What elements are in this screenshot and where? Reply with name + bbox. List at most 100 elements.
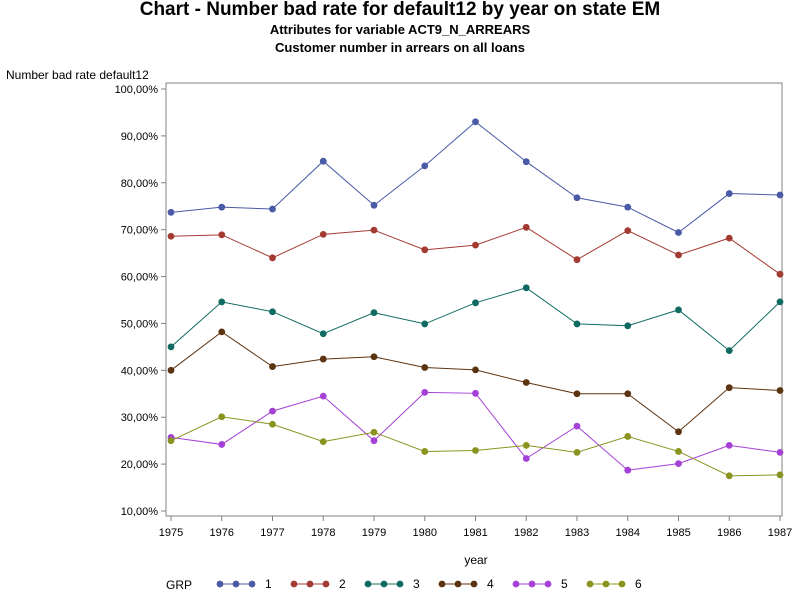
legend-marker bbox=[438, 580, 446, 588]
data-point bbox=[421, 448, 429, 455]
data-point bbox=[370, 201, 378, 209]
data-point bbox=[370, 428, 378, 436]
series-line bbox=[170, 391, 781, 471]
x-tick-label: 1982 bbox=[514, 527, 538, 539]
data-point bbox=[725, 441, 733, 449]
legend-marker bbox=[364, 580, 372, 588]
legend-marker bbox=[290, 580, 298, 588]
x-tick-label: 1985 bbox=[666, 527, 690, 539]
data-point bbox=[472, 299, 479, 307]
data-point bbox=[269, 407, 276, 415]
legend-marker bbox=[470, 580, 478, 588]
x-tick-label: 1975 bbox=[159, 527, 183, 539]
y-tick-label: 90,00% bbox=[121, 131, 159, 143]
series-3 bbox=[167, 284, 784, 355]
data-point bbox=[370, 226, 378, 234]
y-tick-label: 80,00% bbox=[121, 178, 159, 190]
data-point bbox=[675, 460, 682, 468]
y-tick-label: 50,00% bbox=[121, 318, 159, 330]
data-point bbox=[624, 466, 632, 474]
legend-item-3: 3 bbox=[364, 577, 420, 591]
data-point bbox=[269, 363, 276, 370]
x-tick-label: 1980 bbox=[413, 527, 437, 539]
data-point bbox=[319, 157, 327, 165]
legend-item-6: 6 bbox=[586, 577, 642, 591]
x-tick-label: 1976 bbox=[210, 527, 234, 539]
chart-title: Chart - Number bad rate for default12 by… bbox=[139, 0, 661, 20]
legend-marker bbox=[396, 580, 404, 588]
series-4 bbox=[167, 328, 784, 436]
x-tick-label: 1978 bbox=[311, 527, 335, 539]
data-point bbox=[167, 366, 175, 374]
data-point bbox=[725, 472, 733, 480]
data-point bbox=[522, 158, 530, 166]
data-point bbox=[573, 256, 581, 264]
data-point bbox=[167, 343, 175, 351]
series-2 bbox=[167, 223, 784, 278]
legend-marker bbox=[454, 580, 462, 588]
data-point bbox=[725, 384, 733, 392]
data-point bbox=[776, 448, 784, 456]
legend-label: 3 bbox=[413, 577, 420, 591]
data-point bbox=[624, 433, 632, 440]
legend-marker bbox=[602, 580, 610, 588]
y-tick-label: 100,00% bbox=[115, 84, 159, 96]
series-line bbox=[170, 416, 781, 477]
x-tick-label: 1986 bbox=[717, 527, 741, 539]
data-point bbox=[522, 455, 530, 462]
data-point bbox=[167, 437, 175, 445]
series-5 bbox=[167, 388, 784, 474]
data-point bbox=[218, 441, 226, 448]
data-point bbox=[269, 420, 276, 428]
data-point bbox=[472, 389, 479, 397]
data-point bbox=[624, 322, 632, 330]
series-layer bbox=[167, 118, 784, 480]
data-point bbox=[776, 471, 784, 479]
legend-label: 1 bbox=[265, 577, 272, 591]
data-point bbox=[675, 229, 682, 236]
data-point bbox=[675, 306, 682, 314]
legend-title: GRP bbox=[166, 578, 192, 592]
data-point bbox=[421, 246, 429, 254]
data-point bbox=[218, 413, 226, 421]
x-tick-label: 1984 bbox=[616, 527, 640, 539]
data-point bbox=[319, 330, 327, 338]
legend-label: 4 bbox=[487, 577, 494, 591]
x-tick-label: 1983 bbox=[565, 527, 589, 539]
legend-label: 6 bbox=[635, 577, 642, 591]
data-point bbox=[167, 232, 175, 240]
data-point bbox=[218, 328, 226, 336]
legend-marker bbox=[380, 580, 388, 588]
series-6 bbox=[167, 413, 784, 480]
y-tick-label: 20,00% bbox=[121, 459, 159, 471]
series-line bbox=[170, 331, 781, 433]
data-point bbox=[624, 203, 632, 211]
data-point bbox=[522, 379, 530, 386]
data-point bbox=[269, 308, 276, 316]
legend-marker bbox=[618, 580, 626, 588]
chart-subtitle-1: Attributes for variable ACT9_N_ARREARS bbox=[269, 22, 531, 37]
y-axis-label: Number bad rate default12 bbox=[6, 68, 149, 82]
data-point bbox=[472, 366, 479, 374]
legend-item-2: 2 bbox=[290, 577, 346, 591]
data-point bbox=[472, 118, 479, 126]
legend-marker bbox=[512, 580, 520, 588]
y-tick-label: 30,00% bbox=[121, 412, 159, 424]
y-axis: 10,00% 20,00% 30,00% 40,00% 50,00% 60,00% 70,0… bbox=[115, 84, 166, 518]
data-point bbox=[573, 194, 581, 202]
data-point bbox=[370, 437, 378, 445]
legend-label: 5 bbox=[561, 577, 568, 591]
data-point bbox=[675, 448, 682, 455]
legend-label: 2 bbox=[339, 577, 346, 591]
legend-item-4: 4 bbox=[438, 577, 494, 591]
data-point bbox=[218, 298, 226, 306]
series-line bbox=[170, 121, 781, 234]
data-point bbox=[573, 448, 581, 456]
data-point bbox=[421, 364, 429, 371]
data-point bbox=[370, 353, 378, 361]
data-point bbox=[776, 387, 784, 394]
data-point bbox=[421, 388, 429, 396]
legend-item-1: 1 bbox=[216, 577, 272, 591]
series-1 bbox=[167, 118, 784, 236]
